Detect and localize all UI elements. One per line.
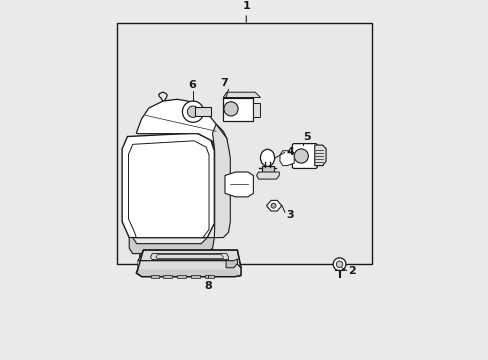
- Bar: [163, 275, 171, 278]
- Circle shape: [270, 203, 276, 208]
- Bar: [261, 166, 273, 172]
- Ellipse shape: [260, 149, 274, 166]
- Bar: [252, 103, 259, 117]
- Circle shape: [224, 102, 238, 116]
- Bar: [117, 23, 371, 264]
- Polygon shape: [128, 141, 208, 238]
- FancyBboxPatch shape: [223, 98, 253, 121]
- Text: 1: 1: [242, 1, 250, 11]
- Polygon shape: [136, 99, 226, 151]
- Bar: [167, 253, 176, 259]
- FancyBboxPatch shape: [292, 144, 317, 168]
- Text: 7: 7: [220, 78, 228, 87]
- Polygon shape: [122, 133, 214, 238]
- Polygon shape: [136, 261, 241, 276]
- Circle shape: [294, 149, 308, 163]
- Text: 4: 4: [285, 148, 293, 157]
- Text: 3: 3: [286, 210, 293, 220]
- Bar: [139, 253, 147, 259]
- Polygon shape: [223, 92, 260, 98]
- Polygon shape: [266, 201, 281, 211]
- Polygon shape: [224, 172, 253, 197]
- Bar: [177, 275, 185, 278]
- Bar: [205, 275, 214, 278]
- Bar: [153, 253, 162, 259]
- Polygon shape: [280, 151, 294, 166]
- Circle shape: [182, 101, 203, 122]
- Polygon shape: [225, 259, 237, 268]
- Bar: [194, 107, 210, 116]
- Polygon shape: [256, 172, 279, 179]
- Text: 2: 2: [348, 266, 355, 276]
- Circle shape: [332, 258, 345, 271]
- Polygon shape: [138, 261, 241, 275]
- Text: 5: 5: [303, 132, 310, 142]
- Bar: [150, 275, 159, 278]
- Circle shape: [336, 261, 342, 267]
- Text: 6: 6: [188, 80, 196, 90]
- Circle shape: [187, 106, 198, 117]
- Text: 8: 8: [204, 281, 212, 291]
- Polygon shape: [314, 145, 325, 166]
- Polygon shape: [138, 250, 241, 268]
- Polygon shape: [212, 124, 230, 238]
- Bar: [191, 275, 200, 278]
- Bar: [182, 253, 190, 259]
- Polygon shape: [129, 238, 214, 253]
- Bar: [196, 253, 204, 259]
